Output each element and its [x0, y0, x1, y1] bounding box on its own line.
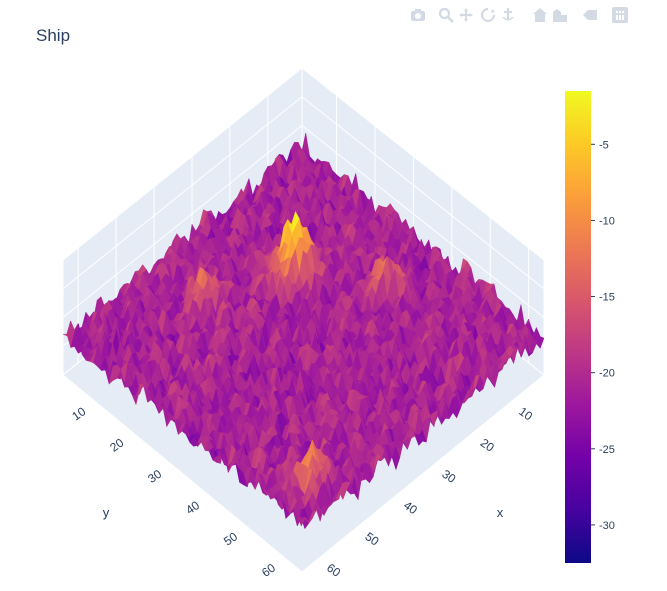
colorbar-gradient — [565, 91, 591, 563]
colorbar-tick-label: -20 — [599, 368, 615, 380]
gridline — [62, 125, 303, 318]
x-axis-title: x — [497, 505, 504, 520]
gridline — [301, 96, 545, 290]
colorbar-tick-label: -30 — [599, 520, 615, 532]
y-tick-label: 30 — [145, 467, 164, 486]
chart-title: Ship — [36, 26, 71, 45]
colorbar: -5 -10 -15 -20 -25 -30 — [565, 91, 615, 563]
colorbar-tick-label: -10 — [599, 215, 615, 227]
x-tick-label: 40 — [401, 498, 420, 517]
x-tick-label: 10 — [516, 404, 535, 423]
colorbar-tick-label: -25 — [599, 444, 615, 456]
pan-icon[interactable] — [458, 7, 474, 23]
colorbar-tick-label: -15 — [599, 292, 615, 304]
y-tick-label: 10 — [69, 404, 88, 423]
plotly-logo-icon[interactable] — [612, 7, 628, 23]
x-tick-label: 30 — [439, 467, 458, 486]
gridline — [62, 96, 303, 290]
toggle-hover-icon[interactable] — [582, 7, 598, 23]
orbit-rotation-icon[interactable] — [480, 7, 496, 23]
x-tick-label: 20 — [478, 436, 497, 455]
y-tick-label: 60 — [259, 560, 278, 579]
x-tick-label: 60 — [324, 561, 343, 580]
colorbar-tick-label: -5 — [599, 139, 609, 151]
y-tick-label: 40 — [183, 498, 202, 517]
x-tick-label: 50 — [363, 529, 382, 548]
camera-icon[interactable] — [410, 7, 426, 23]
y-axis-title: y — [103, 505, 110, 520]
turntable-rotation-icon[interactable] — [500, 7, 516, 23]
gridline — [301, 125, 545, 318]
y-tick-label: 20 — [107, 435, 126, 454]
surface[interactable] — [62, 132, 545, 530]
surface-patch — [301, 516, 309, 527]
reset-last-save-icon[interactable] — [552, 7, 568, 23]
reset-camera-icon[interactable] — [532, 7, 548, 23]
y-tick-label: 50 — [221, 529, 240, 548]
zoom-icon[interactable] — [438, 7, 454, 23]
scene-3d[interactable]: 10 20 30 40 50 60 10 20 30 40 50 60 y x — [62, 66, 545, 580]
